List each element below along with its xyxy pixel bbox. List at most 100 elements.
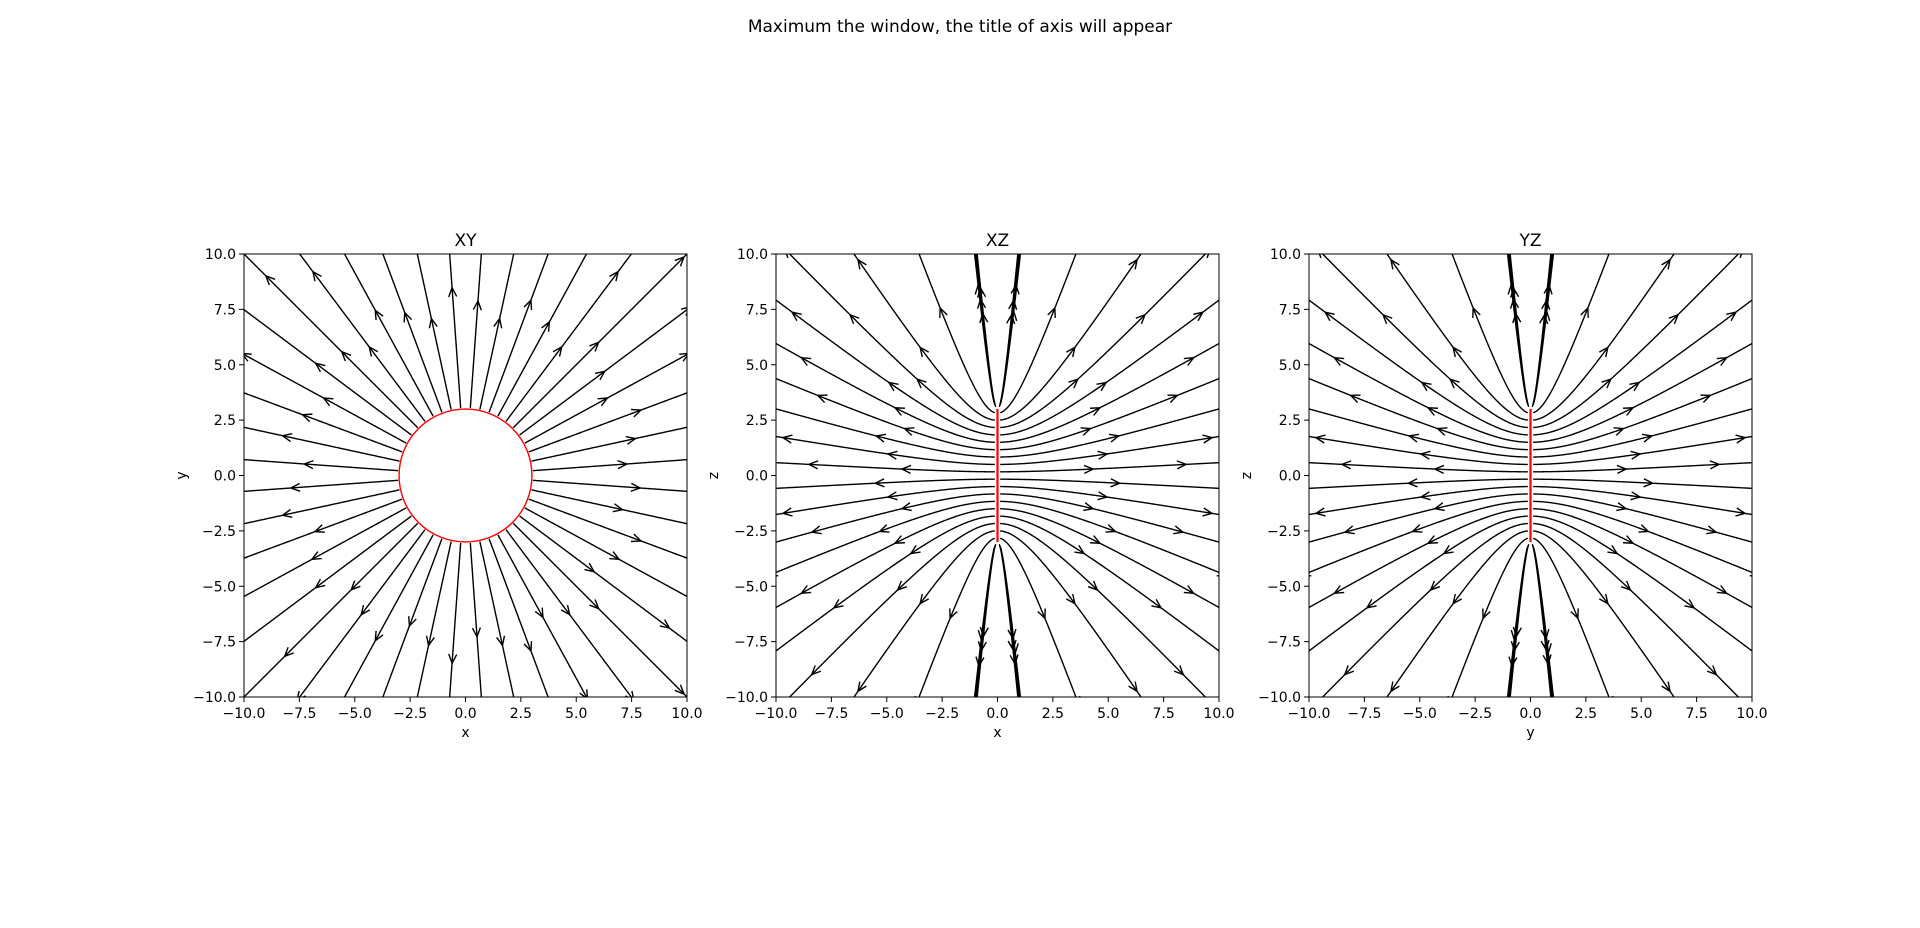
streamline (1309, 478, 1528, 490)
streamline (788, 254, 995, 429)
stream-arrow (1623, 407, 1635, 416)
stream-arrow (659, 619, 671, 630)
streamline (469, 542, 483, 697)
streamline (1533, 530, 1675, 697)
stream-arrow (1472, 306, 1481, 318)
stream-arrow (1083, 464, 1095, 475)
stream-arrow (1426, 407, 1438, 416)
stream-arrow (1598, 345, 1609, 358)
stream-arrow (283, 646, 295, 658)
y-tick-label: 0.0 (746, 469, 768, 485)
stream-arrow (1079, 696, 1081, 697)
x-tick-label: −2.5 (393, 706, 427, 722)
streamline (776, 493, 995, 543)
y-tick-label: 0.0 (1279, 469, 1301, 485)
y-tick-label: 5.0 (1279, 358, 1301, 374)
stream-arrow (886, 450, 898, 460)
stream-arrow (594, 370, 607, 381)
streamline (1506, 254, 1529, 404)
stream-arrow (1638, 524, 1650, 533)
stream-arrow (810, 525, 822, 535)
stream-arrow (1429, 580, 1441, 592)
streamline (1000, 515, 1219, 652)
stream-arrow (1349, 394, 1361, 403)
streamline (1386, 530, 1528, 697)
streamline (1451, 254, 1529, 414)
streamline (343, 534, 434, 697)
streamlines (244, 254, 687, 697)
stream-arrow (1616, 464, 1628, 475)
stream-arrow (1612, 696, 1614, 697)
x-axis-label: x (461, 725, 469, 741)
streamline (1000, 377, 1219, 451)
stream-arrow (679, 352, 687, 362)
x-tick-label: 2.5 (510, 706, 532, 722)
stream-arrow (848, 313, 860, 325)
stream-arrow (1090, 535, 1102, 544)
stream-arrow (428, 316, 438, 329)
stream-arrow (617, 459, 629, 470)
x-tick-label: −10.0 (755, 706, 798, 722)
stream-arrow (1343, 525, 1355, 535)
stream-arrow (1096, 381, 1108, 392)
stream-arrow (1684, 598, 1696, 609)
y-tick-label: 2.5 (746, 413, 768, 429)
stream-arrow (807, 460, 819, 470)
streamline (298, 529, 426, 697)
stream-arrow (909, 544, 921, 555)
stream-arrow (471, 627, 482, 639)
streamline (1533, 500, 1752, 574)
stream-arrow (1340, 460, 1352, 470)
y-tick-label: 2.5 (1279, 413, 1301, 429)
stream-arrow (280, 433, 293, 443)
streamline (416, 254, 452, 410)
streamline (853, 530, 995, 697)
stream-arrow (1419, 450, 1431, 460)
streamline (999, 254, 1022, 404)
stream-arrow (974, 283, 984, 295)
streamline (1309, 515, 1528, 652)
x-tick-label: 10.0 (671, 706, 702, 722)
stream-arrow (1087, 580, 1099, 592)
streamline (1309, 299, 1528, 436)
stream-arrow (280, 508, 293, 518)
streamline (1000, 500, 1219, 574)
stream-arrow (1074, 544, 1086, 555)
stream-arrow (1510, 629, 1520, 642)
streamline (469, 254, 483, 409)
streamline (244, 353, 407, 444)
streamline (1000, 435, 1219, 466)
streamline (1000, 493, 1219, 543)
stream-arrow (448, 285, 458, 298)
streamline (531, 489, 687, 525)
stream-arrow (919, 345, 930, 358)
stream-arrow (1080, 427, 1092, 436)
panels: −10.0 −7.5 −5.0 −2.5 0.0 2.5 5.0 7.5 10.0 −10.0 −7… (174, 231, 1768, 741)
stream-arrow (915, 377, 927, 389)
stream-arrow (1068, 377, 1080, 389)
stream-arrow (1167, 394, 1179, 403)
stream-arrow (1206, 254, 1210, 259)
stream-arrow (799, 356, 812, 366)
stream-arrow (1700, 394, 1712, 403)
stream-arrow (1365, 598, 1377, 609)
stream-arrow (939, 306, 948, 318)
stream-arrow (1420, 381, 1432, 392)
streamline (1000, 530, 1142, 697)
streamline (1533, 377, 1752, 451)
streamline (479, 254, 515, 410)
x-tick-label: −5.0 (1403, 706, 1437, 722)
stream-arrow (1108, 433, 1121, 443)
stream-arrow (977, 629, 987, 642)
stream-arrow (1183, 585, 1196, 595)
x-axis-label: y (1526, 725, 1534, 741)
panel-xz: −10.0 −7.5 −5.0 −2.5 0.0 2.5 5.0 7.5 10.0 −10.0 −7… (706, 231, 1235, 741)
stream-arrow (896, 580, 908, 592)
x-tick-label: 0.0 (986, 706, 1008, 722)
streamline (244, 392, 403, 453)
stream-arrow (886, 491, 898, 501)
x-tick-label: 5.0 (1097, 706, 1119, 722)
stream-arrow (1135, 313, 1147, 325)
stream-arrow (1202, 434, 1214, 444)
stream-arrow (1314, 507, 1326, 517)
